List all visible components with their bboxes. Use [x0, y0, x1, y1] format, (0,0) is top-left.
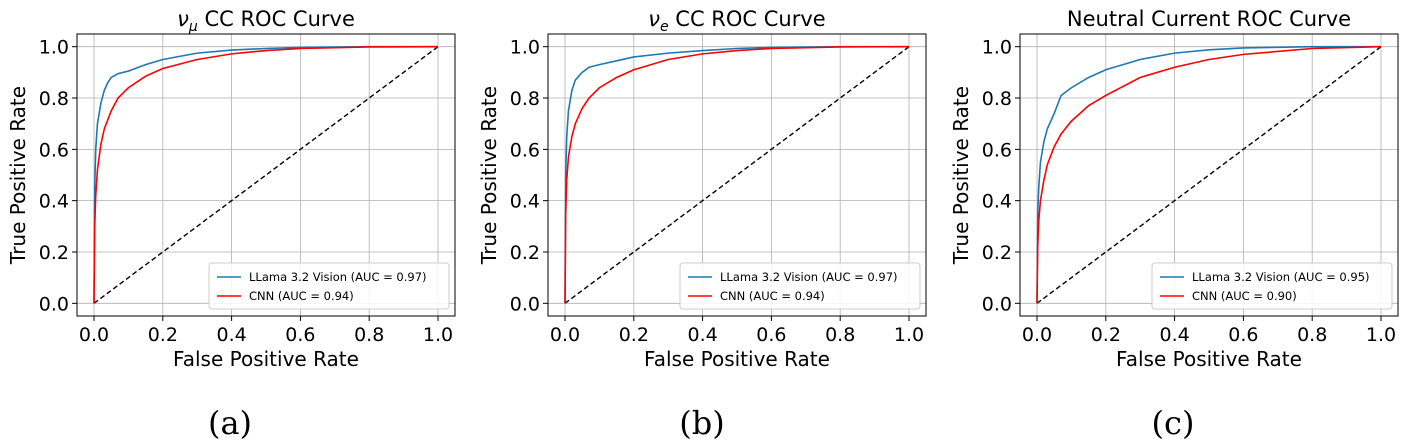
- cnn-roc-curve: [564, 45, 909, 304]
- x-tick-label: 0.8: [825, 324, 855, 346]
- x-tick-label: 0.6: [1228, 324, 1258, 346]
- roc-panel-1: 0.0 0.2 0.4 0.6 0.8 1.0 0.0 0.2 0.4 0.6 0.8 1.0 Fals…: [6, 7, 456, 442]
- y-axis-label: True Positive Rate: [6, 86, 30, 265]
- llama-roc-curve: [93, 45, 438, 304]
- x-axis-label: False Positive Rate: [644, 347, 830, 371]
- legend-box: [1151, 262, 1393, 310]
- x-tick-label: 0.2: [148, 324, 178, 346]
- x-tick-label: 1.0: [423, 324, 453, 346]
- panel-caption: (c): [1152, 404, 1195, 442]
- y-tick-label: 1.0: [510, 37, 540, 59]
- y-tick-label: 0.2: [510, 242, 540, 264]
- panel-title: Neutral Current ROC Curve: [1067, 7, 1351, 31]
- legend: LLama 3.2 Vision (AUC = 0.97) CNN (AUC = …: [679, 262, 921, 310]
- llama-roc-curve: [1036, 45, 1381, 304]
- legend-entry-label: LLama 3.2 Vision (AUC = 0.95): [1192, 270, 1370, 284]
- legend-entry-label: CNN (AUC = 0.90): [1192, 289, 1297, 303]
- title-symbol: ν: [177, 7, 189, 31]
- x-tick-label: 0.0: [79, 324, 109, 346]
- x-tick-label: 0.4: [216, 324, 246, 346]
- panel-caption: (a): [208, 404, 252, 442]
- x-tick-label: 0.8: [1297, 324, 1327, 346]
- y-tick-label: 1.0: [982, 37, 1012, 59]
- y-tick-label: 1.0: [39, 37, 69, 59]
- cnn-roc-curve: [1036, 45, 1382, 304]
- y-tick-label: 0.6: [510, 139, 540, 161]
- y-axis-label: True Positive Rate: [949, 86, 973, 265]
- legend-box: [679, 262, 921, 310]
- x-tick-label: 0.2: [1091, 324, 1121, 346]
- title-subscript: e: [660, 19, 669, 35]
- title-symbol: ν: [648, 7, 660, 31]
- y-tick-label: 0.2: [982, 242, 1012, 264]
- y-tick-label: 0.0: [982, 293, 1012, 315]
- y-tick-label: 0.2: [39, 242, 69, 264]
- legend-entry-label: CNN (AUC = 0.94): [720, 289, 825, 303]
- x-axis-label: False Positive Rate: [173, 347, 359, 371]
- legend-entry-label: LLama 3.2 Vision (AUC = 0.97): [249, 270, 427, 284]
- x-tick-label: 0.4: [1159, 324, 1189, 346]
- y-tick-label: 0.4: [982, 191, 1012, 213]
- title-rest: Neutral Current ROC Curve: [1067, 7, 1351, 31]
- cnn-roc-curve: [93, 45, 438, 304]
- legend-box: [208, 262, 450, 310]
- y-tick-label: 0.0: [39, 293, 69, 315]
- x-axis-label: False Positive Rate: [1116, 347, 1302, 371]
- legend: LLama 3.2 Vision (AUC = 0.97) CNN (AUC = …: [208, 262, 450, 310]
- y-tick-label: 0.8: [39, 88, 69, 110]
- y-tick-label: 0.6: [39, 139, 69, 161]
- panel-caption: (b): [679, 404, 724, 442]
- y-axis-label: True Positive Rate: [477, 86, 501, 265]
- x-tick-label: 0.0: [550, 324, 580, 346]
- roc-panel-3: 0.0 0.2 0.4 0.6 0.8 1.0 0.0 0.2 0.4 0.6 0.8 1.0 Fals…: [949, 7, 1399, 442]
- x-tick-label: 1.0: [894, 324, 924, 346]
- legend-entry-label: CNN (AUC = 0.94): [249, 289, 354, 303]
- legend-entry-label: LLama 3.2 Vision (AUC = 0.97): [720, 270, 898, 284]
- title-rest: CC ROC Curve: [198, 7, 355, 31]
- llama-roc-curve: [564, 45, 909, 304]
- plot-frame: [76, 33, 456, 317]
- x-tick-label: 0.0: [1022, 324, 1052, 346]
- title-subscript: μ: [188, 19, 198, 35]
- y-tick-label: 0.8: [510, 88, 540, 110]
- plot-frame: [547, 33, 927, 317]
- panel-title: νe CC ROC Curve: [648, 7, 825, 35]
- title-rest: CC ROC Curve: [669, 7, 826, 31]
- legend: LLama 3.2 Vision (AUC = 0.95) CNN (AUC = …: [1151, 262, 1393, 310]
- panel-title: νμ CC ROC Curve: [177, 7, 355, 35]
- x-tick-label: 0.6: [285, 324, 315, 346]
- y-tick-label: 0.0: [510, 293, 540, 315]
- x-tick-label: 0.6: [756, 324, 786, 346]
- x-tick-label: 1.0: [1366, 324, 1396, 346]
- roc-panel-2: 0.0 0.2 0.4 0.6 0.8 1.0 0.0 0.2 0.4 0.6 0.8 1.0 Fals…: [477, 7, 927, 442]
- x-tick-label: 0.2: [619, 324, 649, 346]
- x-tick-label: 0.4: [687, 324, 717, 346]
- y-tick-label: 0.6: [982, 139, 1012, 161]
- y-tick-label: 0.8: [982, 88, 1012, 110]
- y-tick-label: 0.4: [510, 191, 540, 213]
- y-tick-label: 0.4: [39, 191, 69, 213]
- x-tick-label: 0.8: [354, 324, 384, 346]
- plot-frame: [1019, 33, 1399, 317]
